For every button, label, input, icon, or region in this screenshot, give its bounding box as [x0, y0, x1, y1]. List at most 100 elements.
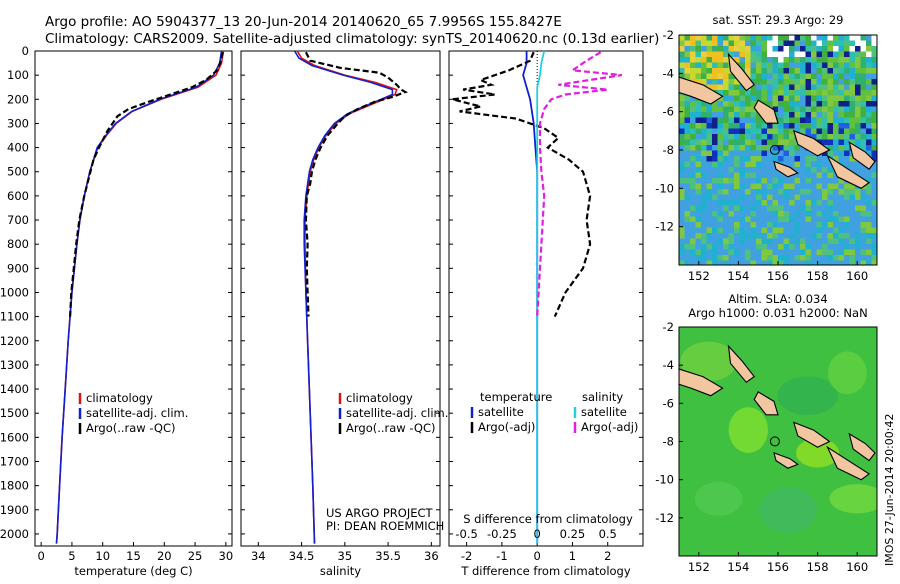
sst-cell	[712, 189, 718, 195]
sst-cell	[800, 57, 806, 63]
sst-cell	[778, 117, 784, 124]
sst-cell	[767, 211, 773, 217]
y-tick-label: 1700	[0, 454, 29, 468]
sst-cell	[833, 183, 839, 190]
sst-cell	[684, 255, 691, 261]
sst-cell	[695, 46, 702, 52]
sst-cell	[690, 189, 696, 195]
sst-cell	[827, 68, 834, 74]
sst-cell	[695, 101, 702, 107]
sst-cell	[855, 216, 861, 223]
sst-cell	[800, 101, 806, 107]
sst-cell	[717, 189, 724, 195]
sst-cell	[778, 183, 784, 190]
sst-cell	[772, 205, 779, 212]
sst-cell	[717, 134, 724, 140]
sst-cell	[827, 150, 834, 157]
sst-cell	[695, 249, 702, 256]
sst-cell	[723, 62, 729, 69]
sst-cell	[778, 156, 784, 162]
sst-cell	[684, 260, 691, 265]
land-island	[792, 129, 831, 157]
sst-cell	[767, 95, 773, 102]
sst-cell	[838, 194, 845, 201]
sst-cell	[717, 227, 724, 234]
sst-cell	[745, 260, 751, 265]
sst-cell	[756, 84, 762, 91]
sst-cell	[739, 156, 746, 162]
sst-cell	[690, 128, 696, 135]
sst-cell	[871, 189, 877, 195]
sst-cell	[761, 62, 768, 69]
sst-cell	[866, 95, 872, 102]
sst-cell	[679, 227, 685, 234]
sst-cell	[728, 189, 735, 195]
sst-cell	[822, 249, 828, 256]
sst-cell	[734, 128, 740, 135]
sst-cell	[789, 73, 795, 80]
sst-cell	[855, 62, 861, 69]
sst-cell	[706, 227, 713, 234]
sst-cell	[706, 255, 713, 261]
sst-cell	[679, 205, 685, 212]
sst-cell	[778, 73, 784, 80]
y-tick-label: 1400	[0, 382, 29, 396]
sst-cell	[723, 167, 729, 173]
sst-cell	[866, 194, 872, 201]
sst-cell	[772, 46, 779, 52]
sst-cell	[871, 205, 877, 212]
sst-cell	[684, 172, 691, 179]
sst-cell	[871, 139, 877, 146]
credit-project: US ARGO PROJECT	[326, 506, 434, 520]
sst-cell	[805, 117, 812, 124]
sst-cell	[761, 57, 768, 63]
sst-cell	[849, 205, 856, 212]
sst-cell	[811, 178, 817, 184]
difference-panel: -2 -1 0 1 2T difference from climatology-0.5…	[448, 50, 644, 578]
sst-cell	[805, 40, 812, 47]
sst-cell	[871, 255, 877, 261]
land-island	[727, 344, 755, 384]
sst-cell	[717, 150, 724, 157]
sst-cell	[712, 145, 718, 151]
sst-cell	[855, 249, 861, 256]
sst-cell	[783, 216, 790, 223]
sst-cell	[706, 233, 713, 239]
sla-blob	[777, 376, 839, 416]
sst-cell	[827, 106, 834, 113]
sst-cell	[772, 227, 779, 234]
sst-cell	[690, 222, 696, 228]
sst-cell	[866, 150, 872, 157]
sst-cell	[833, 62, 839, 69]
sst-cell	[789, 145, 795, 151]
sst-cell	[811, 84, 817, 91]
legend-sal-header: salinity	[582, 390, 623, 404]
sst-cell	[871, 95, 877, 102]
sst-cell	[739, 57, 746, 63]
sst-cell	[822, 79, 828, 85]
sst-cell	[761, 95, 768, 102]
temperature-panel: 0100200300400500600700800900100011001200…	[0, 44, 233, 578]
sst-cell	[871, 79, 877, 85]
sst-cell	[805, 84, 812, 91]
sst-cell	[717, 260, 724, 265]
sst-cell	[767, 227, 773, 234]
sst-cell	[717, 178, 724, 184]
sst-cell	[871, 156, 877, 162]
x-tick-label: 36	[424, 549, 439, 563]
sst-cell	[756, 51, 762, 58]
sst-cell	[844, 106, 850, 113]
sst-cell	[849, 79, 856, 85]
sst-cell	[827, 79, 834, 85]
sst-cell	[739, 238, 746, 245]
sst-cell	[838, 62, 845, 69]
sst-cell	[745, 156, 751, 162]
sst-cell	[816, 249, 823, 256]
sst-cell	[723, 95, 729, 102]
sst-cell	[739, 134, 746, 140]
sst-cell	[849, 161, 856, 168]
sst-cell	[706, 172, 713, 179]
sst-cell	[871, 51, 877, 58]
sst-cell	[728, 90, 735, 96]
sst-cell	[767, 62, 773, 69]
